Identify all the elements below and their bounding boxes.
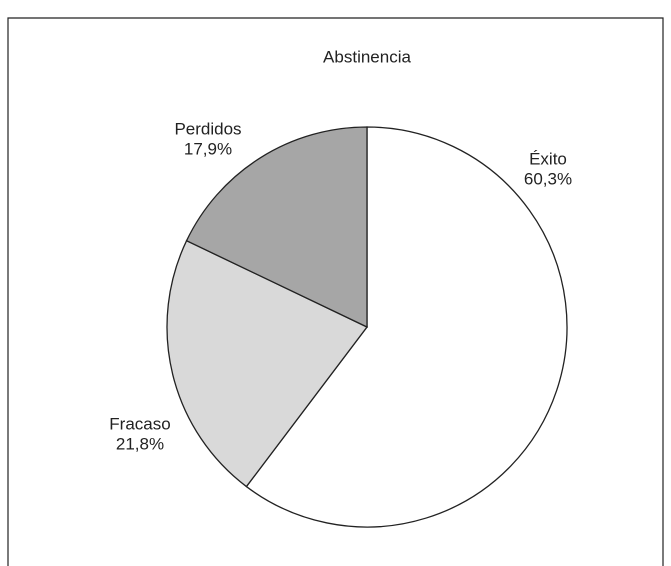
slice-label: Éxito <box>529 149 567 168</box>
slice-value-label: 60,3% <box>524 169 572 188</box>
pie-slice <box>245 126 568 528</box>
slice-value-label: 21,8% <box>116 434 164 453</box>
slice-label: Fracaso <box>109 414 170 433</box>
slice-value-label: 17,9% <box>184 139 232 158</box>
pie-slice <box>185 126 368 329</box>
frame <box>7 17 664 566</box>
pie-slice <box>166 239 368 488</box>
slice-label: Perdidos <box>174 119 241 138</box>
chart-title: Abstinencia <box>323 47 411 66</box>
